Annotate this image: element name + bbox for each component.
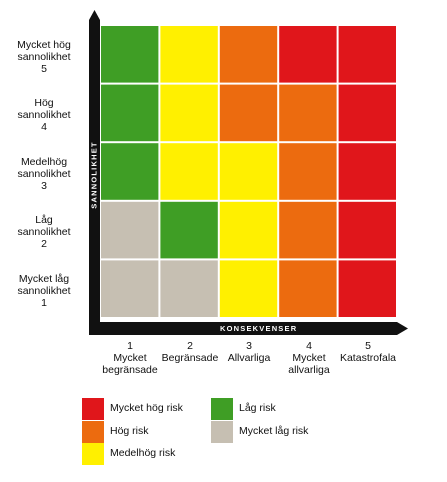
legend-label-very-low: Mycket låg risk bbox=[239, 425, 309, 437]
risk-matrix bbox=[89, 10, 408, 335]
y-axis-title: SANNOLIKHET bbox=[89, 141, 99, 209]
row-label-1: Mycket låg sannolikhet 1 bbox=[17, 273, 71, 309]
risk-cell-r5-c4 bbox=[279, 26, 337, 83]
risk-cell-r4-c3 bbox=[219, 84, 278, 142]
risk-cell-r2-c2 bbox=[160, 201, 218, 259]
risk-cell-r5-c3 bbox=[219, 26, 278, 83]
risk-cell-r5-c2 bbox=[160, 26, 218, 83]
legend-swatch-very-low bbox=[211, 421, 233, 443]
risk-cell-r1-c3 bbox=[219, 260, 278, 317]
risk-cell-r2-c4 bbox=[279, 201, 337, 259]
col-label-2: 2 Begränsade bbox=[161, 340, 219, 364]
risk-cell-r1-c1 bbox=[101, 260, 159, 317]
risk-cell-r5-c1 bbox=[101, 26, 159, 83]
risk-cell-r2-c1 bbox=[101, 201, 159, 259]
risk-cell-r4-c1 bbox=[101, 84, 159, 142]
legend-swatch-low bbox=[211, 398, 233, 420]
x-axis-arrow bbox=[397, 322, 408, 335]
col-label-3: 3 Allvarliga bbox=[227, 340, 271, 364]
legend-swatch-high bbox=[82, 421, 104, 443]
legend-swatch-medium-high bbox=[82, 443, 104, 465]
risk-cell-r5-c5 bbox=[338, 26, 396, 83]
x-axis-title: KONSEKVENSER bbox=[220, 324, 298, 333]
col-label-5: 5 Katastrofala bbox=[339, 340, 397, 364]
risk-cell-r3-c1 bbox=[101, 143, 159, 200]
y-axis-arrow bbox=[89, 10, 100, 20]
risk-cell-r3-c2 bbox=[160, 143, 218, 200]
legend-swatch-very-high bbox=[82, 398, 104, 420]
risk-cell-r4-c4 bbox=[279, 84, 337, 142]
row-label-3: Medelhög sannolikhet 3 bbox=[17, 156, 71, 192]
col-label-1: 1 Mycket begränsade bbox=[102, 340, 158, 376]
row-label-2: Låg sannolikhet 2 bbox=[17, 214, 71, 250]
x-axis-bar bbox=[89, 322, 397, 335]
legend-label-high: Hög risk bbox=[110, 425, 149, 437]
risk-cell-r3-c4 bbox=[279, 143, 337, 200]
risk-cell-r1-c4 bbox=[279, 260, 337, 317]
risk-cell-r3-c5 bbox=[338, 143, 396, 200]
risk-cell-r2-c3 bbox=[219, 201, 278, 259]
risk-cell-r1-c2 bbox=[160, 260, 218, 317]
row-label-5: Mycket hög sannolikhet 5 bbox=[17, 39, 71, 75]
row-label-4: Hög sannolikhet 4 bbox=[17, 97, 71, 133]
col-label-4: 4 Mycket allvarliga bbox=[288, 340, 330, 376]
legend-label-medium-high: Medelhög risk bbox=[110, 447, 176, 459]
risk-cell-r3-c3 bbox=[219, 143, 278, 200]
y-axis-bar bbox=[89, 20, 100, 335]
risk-cell-r2-c5 bbox=[338, 201, 396, 259]
risk-cell-r4-c2 bbox=[160, 84, 218, 142]
legend-label-very-high: Mycket hög risk bbox=[110, 402, 183, 414]
risk-cell-r4-c5 bbox=[338, 84, 396, 142]
risk-cell-r1-c5 bbox=[338, 260, 396, 317]
legend-label-low: Låg risk bbox=[239, 402, 276, 414]
